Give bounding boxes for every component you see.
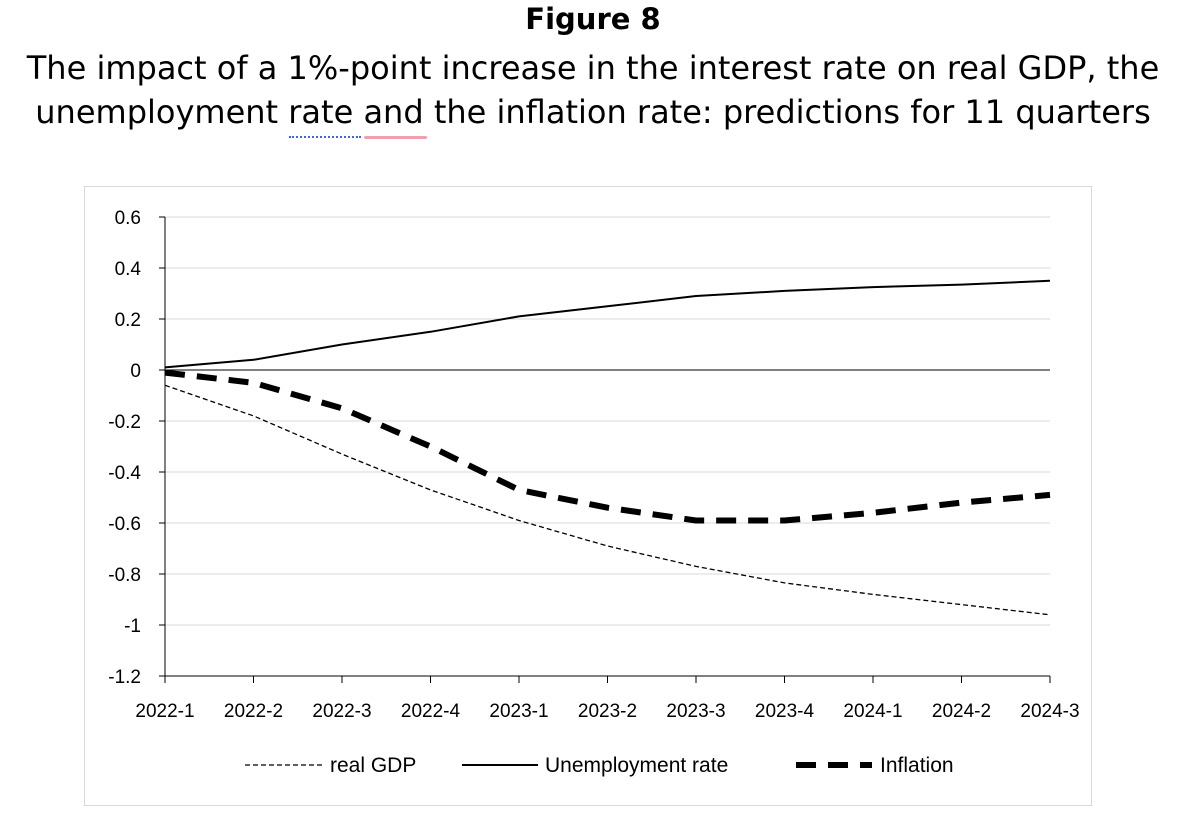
x-tick-label: 2024-3 — [1020, 701, 1079, 722]
figure-title-line-1: The impact of a 1%-point increase in the… — [26, 49, 1160, 87]
y-tick-label: -1.2 — [108, 667, 141, 688]
y-tick-label: 0.2 — [115, 310, 141, 331]
x-tick-label: 2023-3 — [666, 701, 725, 722]
figure-title-line-2: unemployment rate and the inflation rate… — [35, 93, 1151, 131]
x-tick-label: 2023-1 — [489, 701, 548, 722]
y-tick-label: -0.2 — [108, 412, 141, 433]
series-line-unemployment-rate — [164, 279, 1051, 369]
x-tick-label: 2024-1 — [843, 701, 902, 722]
y-tick-label: 0.4 — [115, 259, 142, 280]
x-tick-label: 2022-2 — [224, 701, 283, 722]
y-tick-label: -0.6 — [108, 514, 141, 535]
spelling-underline — [364, 136, 427, 139]
x-tick-label: 2023-2 — [578, 701, 637, 722]
y-tick-label: -1 — [124, 616, 141, 637]
x-axis-ticks: 2022-1 2022-2 2022-3 2022-4 2023-1 2023-2 2023… — [135, 676, 1080, 722]
legend-label: real GDP — [330, 754, 416, 777]
figure-title: The impact of a 1%-point increase in the… — [0, 46, 1186, 134]
chart-area — [84, 186, 1092, 806]
series-line-inflation — [164, 369, 1051, 524]
x-tick-label: 2022-3 — [312, 701, 371, 722]
y-tick-label: -0.8 — [108, 565, 141, 586]
gridlines — [165, 216, 1050, 677]
x-tick-label: 2022-4 — [401, 701, 461, 722]
x-tick-label: 2024-2 — [932, 701, 991, 722]
y-tick-label: 0.6 — [115, 208, 141, 229]
series-lines — [164, 279, 1051, 616]
legend-label: Inflation — [880, 754, 954, 777]
grammar-underline — [289, 136, 361, 138]
legend-label: Unemployment rate — [545, 754, 728, 777]
x-tick-label: 2023-4 — [755, 701, 815, 722]
x-tick-label: 2022-1 — [135, 701, 194, 722]
figure-label: Figure 8 — [525, 2, 661, 36]
legend: real GDP Unemployment rate Inflation — [245, 754, 954, 777]
y-axis-ticks: 0.6 0.4 0.2 0 -0.2 -0.4 -0.6 -0.8 -1 -1.2 — [108, 208, 165, 688]
y-tick-label: 0 — [130, 361, 141, 382]
series-line-real-gdp — [164, 384, 1051, 616]
y-tick-label: -0.4 — [108, 463, 141, 484]
